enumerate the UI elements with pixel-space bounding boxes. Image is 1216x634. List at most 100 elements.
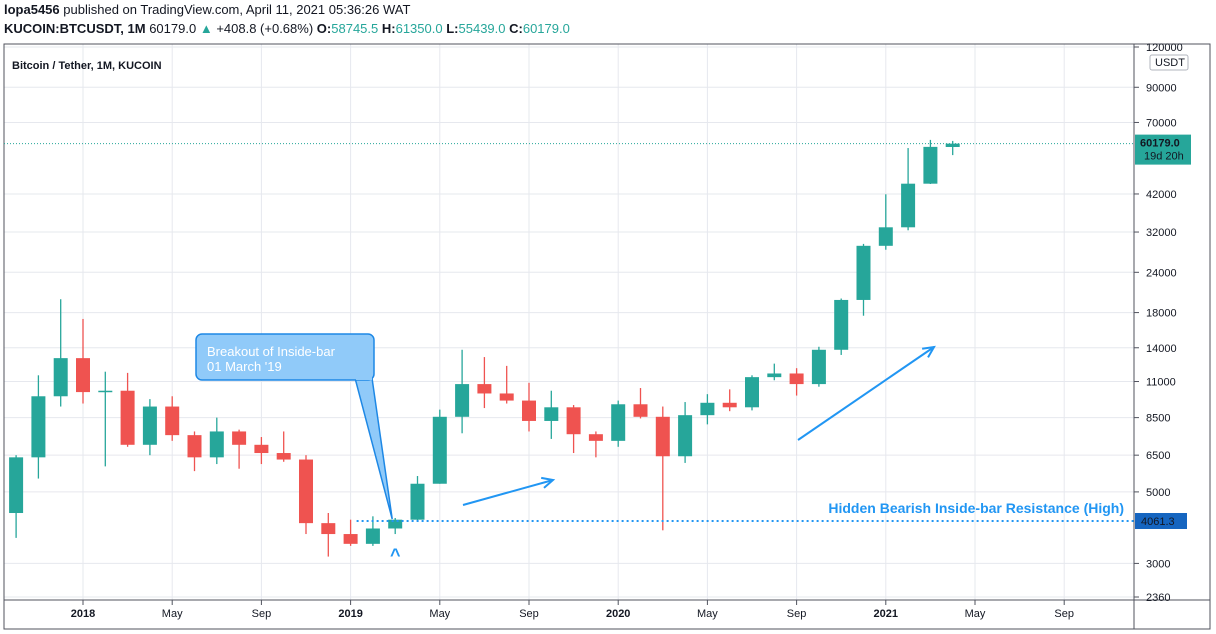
time-tick-label: 2018 [71, 608, 95, 620]
price-tick-label: 6500 [1146, 450, 1170, 462]
candle-body [388, 519, 403, 529]
candle-body [432, 416, 447, 484]
close-label: C: [509, 21, 523, 36]
close-value: 60179.0 [522, 21, 570, 36]
price-tick-label: 90000 [1146, 82, 1177, 94]
time-tick-label: May [162, 608, 183, 620]
open-label: O: [316, 21, 332, 36]
time-tick-label: 2019 [338, 608, 362, 620]
candle-body [499, 393, 514, 401]
up-arrow-icon: ▲ [199, 21, 213, 36]
publish-info: lopa5456 published on TradingView.com, A… [4, 2, 410, 17]
candle-body [209, 431, 224, 458]
candle-body [232, 431, 247, 445]
candle-body [923, 146, 938, 184]
candle-body [544, 407, 559, 421]
candle-body [611, 404, 626, 441]
candle-body [566, 407, 581, 435]
candle-body [98, 390, 113, 393]
candle-body [299, 459, 313, 524]
symbol-label: KUCOIN:BTCUSDT, 1M [4, 21, 146, 36]
trend-arrow-shaft [462, 479, 554, 506]
time-tick-label: Sep [519, 608, 539, 620]
time-axis[interactable]: 2018 May Sep 2019 May Sep 2020 May Sep 2021 May Sep [71, 600, 1074, 620]
trend-arrow-head [541, 476, 556, 489]
time-tick-label: Sep [787, 608, 807, 620]
candle-body [522, 400, 536, 421]
candle-body [142, 406, 157, 445]
candle-body [633, 404, 648, 417]
candle-body [187, 435, 202, 458]
time-tick-label: 2020 [606, 608, 630, 620]
candle-body [767, 373, 782, 378]
price-change: +408.8 (+0.68%) [216, 21, 314, 36]
published-text: published on TradingView.com, April 11, … [63, 2, 411, 17]
callout-line1: Breakout of Inside-bar [207, 344, 336, 359]
callout-joint [356, 376, 372, 380]
price-tick-label: 24000 [1146, 267, 1177, 279]
currency-badge [1149, 54, 1189, 71]
candles-layer [9, 139, 960, 557]
price-tick-label: 2360 [1146, 592, 1170, 604]
open-value: 58745.5 [331, 21, 379, 36]
candle-body [365, 528, 380, 544]
price-tick-label: 3000 [1146, 558, 1170, 570]
chart-title: Bitcoin / Tether, 1M, KUCOIN [12, 60, 162, 72]
candle-body [834, 299, 849, 350]
time-tick-label: Sep [1054, 608, 1074, 620]
trend-arrow-head [921, 345, 936, 358]
candle-body [455, 384, 470, 417]
chart-frame [3, 43, 1211, 630]
trend-arrow-shaft [797, 346, 935, 441]
price-tick-label: 42000 [1146, 189, 1177, 201]
resistance-label: 4061.3 [1141, 516, 1175, 528]
resistance-badge [1135, 513, 1187, 530]
candle-body [878, 227, 893, 246]
currency-label: USDT [1155, 57, 1185, 69]
candle-body [321, 523, 336, 535]
callout-box [195, 333, 375, 381]
candle-body [655, 416, 670, 457]
candle-body [700, 402, 715, 416]
price-tick-label: 32000 [1146, 227, 1177, 239]
price-tick-label: 5000 [1146, 487, 1170, 499]
countdown-label: 19d 20h [1144, 151, 1184, 163]
price-tick-label: 18000 [1146, 308, 1177, 320]
candle-body [745, 377, 759, 408]
high-value: 61350.0 [395, 21, 443, 36]
candle-body [276, 453, 291, 460]
price-tick-label: 70000 [1146, 117, 1177, 129]
candle-body [722, 402, 737, 408]
candle-body [76, 358, 90, 393]
candle-body [9, 457, 24, 514]
candle-body [678, 415, 693, 457]
price-tick-label: 14000 [1146, 343, 1177, 355]
time-tick-label: May [697, 608, 718, 620]
price-tick-label: 11000 [1146, 377, 1176, 389]
high-label: H: [381, 21, 396, 36]
time-tick-label: 2021 [874, 608, 898, 620]
candle-body [31, 396, 46, 458]
candle-body [856, 245, 871, 300]
price-axis[interactable]: 120000 90000 70000 42000 32000 24000 18000 1400… [1134, 42, 1191, 604]
candle-body [53, 358, 68, 397]
callout-line2: 01 March '19 [207, 359, 282, 374]
publisher-name[interactable]: lopa5456 [4, 2, 60, 17]
callout-pointer [354, 377, 393, 520]
price-tick-label: 8500 [1146, 413, 1170, 425]
candle-body [588, 434, 603, 441]
time-tick-label: May [965, 608, 986, 620]
candle-body [477, 384, 492, 394]
low-label: L: [446, 21, 459, 36]
candle-body [120, 390, 135, 445]
trend-arrow-icon [462, 476, 556, 506]
candle-body [945, 143, 960, 147]
last-price: 60179.0 [149, 21, 197, 36]
low-value: 55439.0 [458, 21, 506, 36]
time-tick-label: Sep [252, 608, 272, 620]
candle-body [901, 183, 916, 228]
candle-body [343, 534, 358, 544]
candle-body [811, 349, 826, 385]
